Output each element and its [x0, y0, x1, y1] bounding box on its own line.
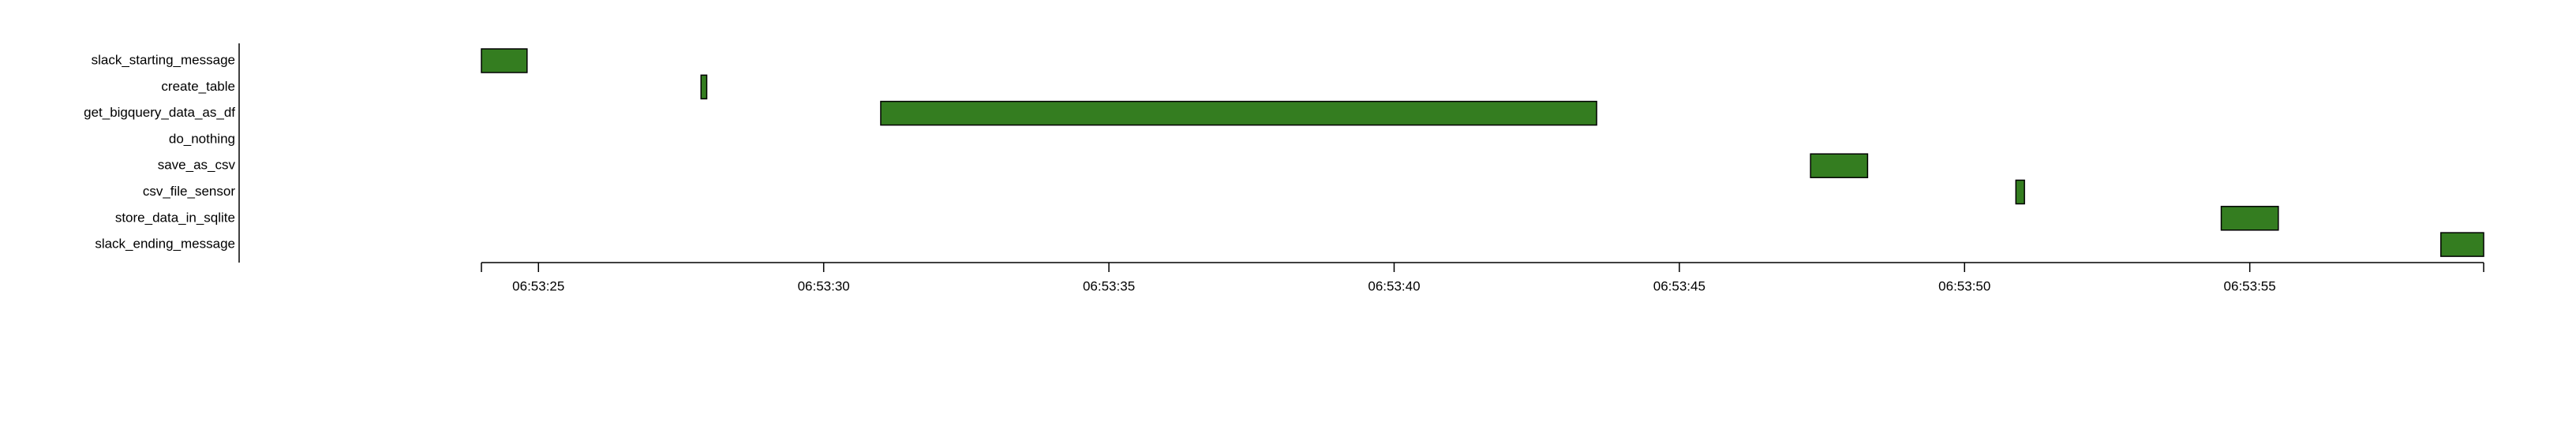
task-label-do-nothing: do_nothing — [169, 131, 235, 146]
x-tick-label: 06:53:45 — [1653, 278, 1705, 293]
x-tick-label: 06:53:30 — [798, 278, 850, 293]
task-label-slack-starting-message: slack_starting_message — [92, 52, 235, 67]
task-label-store-data-in-sqlite: store_data_in_sqlite — [115, 210, 235, 225]
task-bar-save-as-csv[interactable] — [1810, 153, 1869, 178]
x-tick-label: 06:53:25 — [512, 278, 564, 293]
task-bar-slack-starting-message[interactable] — [481, 48, 528, 73]
task-bar-slack-ending-message[interactable] — [2440, 232, 2484, 257]
x-tick-label: 06:53:55 — [2224, 278, 2276, 293]
task-label-get-bigquery-data-as-df: get_bigquery_data_as_df — [84, 105, 235, 120]
task-label-slack-ending-message: slack_ending_message — [95, 237, 235, 252]
task-label-create-table: create_table — [161, 79, 235, 94]
x-tick-label: 06:53:40 — [1368, 278, 1420, 293]
task-label-csv-file-sensor: csv_file_sensor — [143, 184, 236, 199]
task-labels: slack_starting_message create_table get_bi… — [84, 52, 235, 251]
task-bar-csv-file-sensor[interactable] — [2015, 179, 2025, 205]
task-bar-store-data-in-sqlite[interactable] — [2220, 206, 2279, 231]
task-bars — [481, 48, 2484, 257]
x-tick-label: 06:53:35 — [1083, 278, 1135, 293]
task-bar-get-bigquery-data-as-df[interactable] — [880, 100, 1597, 126]
x-tick-label: 06:53:50 — [1938, 278, 1990, 293]
task-label-save-as-csv: save_as_csv — [158, 158, 236, 173]
x-axis: 06:53:25 06:53:30 06:53:35 06:53:40 06:53:45… — [481, 262, 2484, 293]
task-bar-create-table[interactable] — [700, 74, 708, 100]
